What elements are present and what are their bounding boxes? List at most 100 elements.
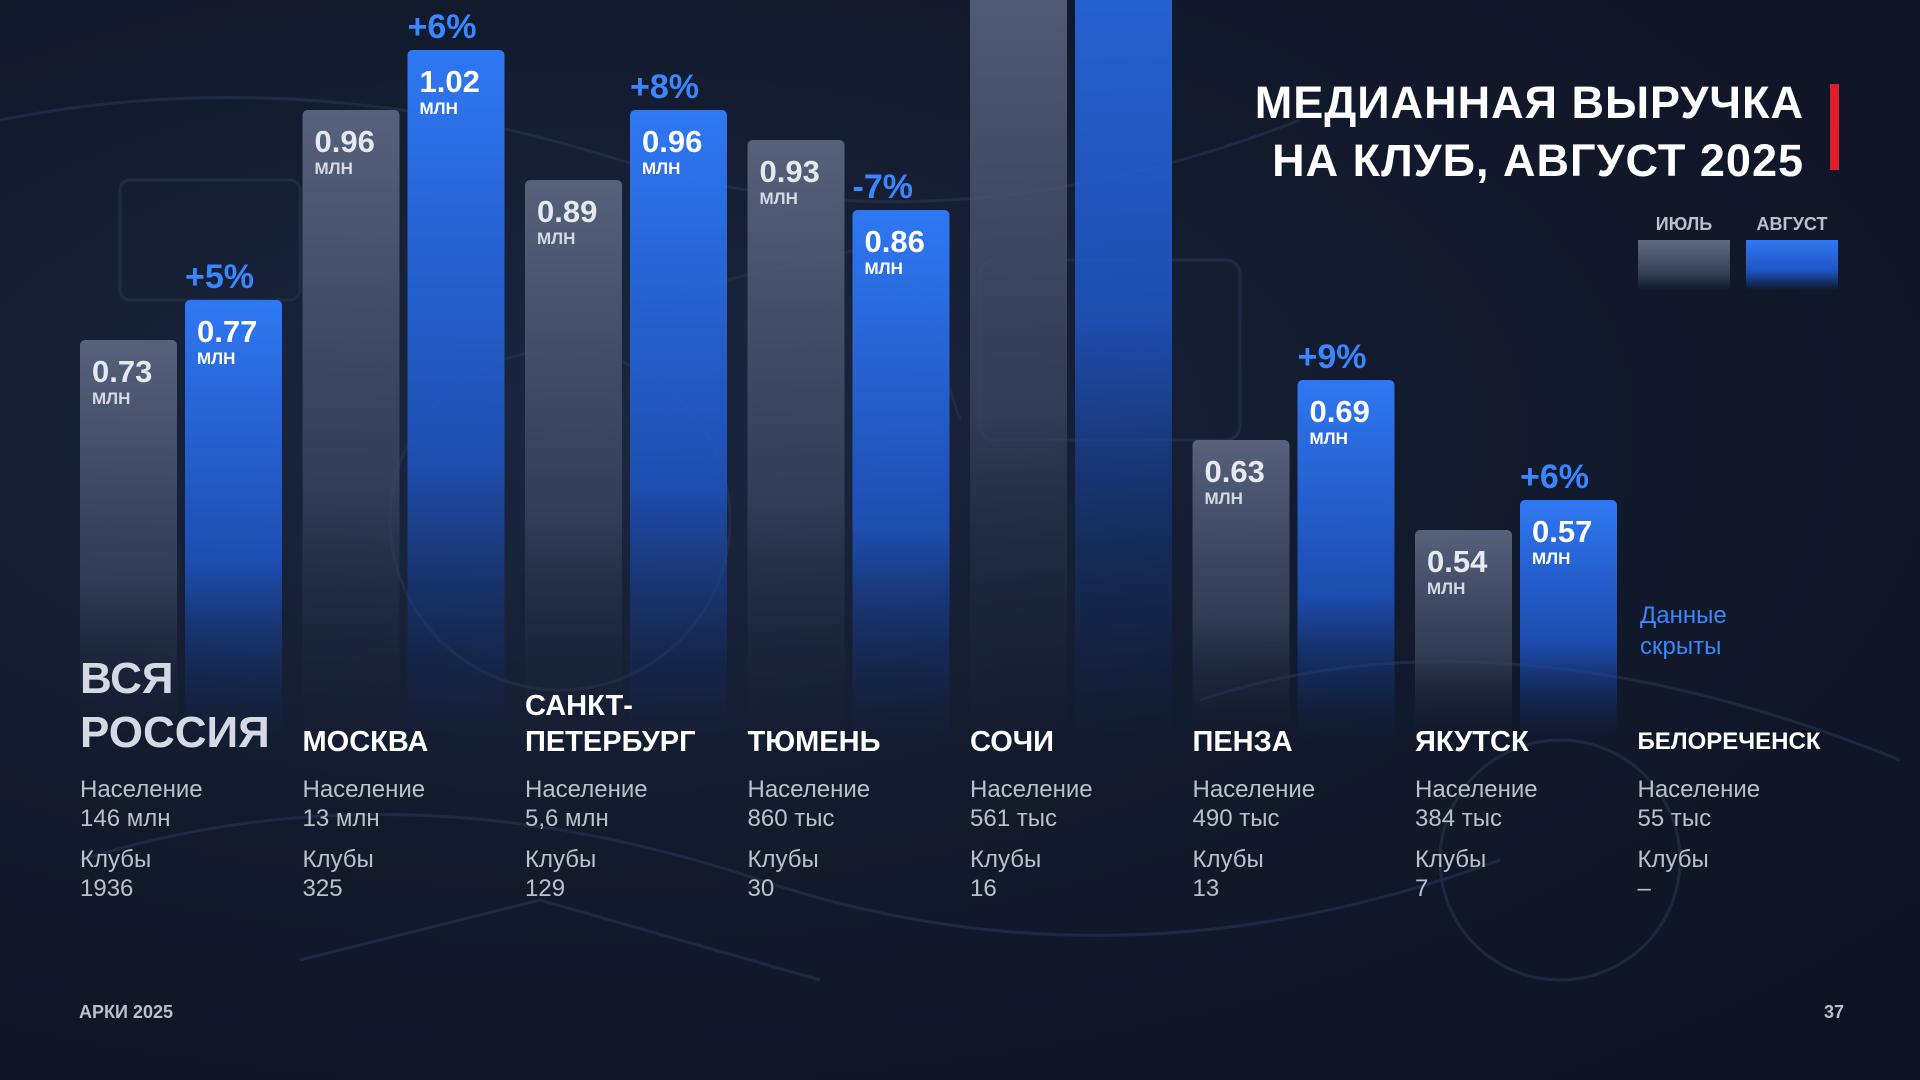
change-label-6: +6% [1520,458,1589,496]
unit-label-august-0: МЛН [197,349,235,368]
clubs-value: 30 [747,875,775,902]
value-label-august-2: 0.96 [642,124,702,159]
population-stat: Население 561 тыс [970,775,1093,833]
clubs-value: 129 [525,875,566,902]
legend-label-july: ИЮЛЬ [1655,214,1713,234]
change-label-3: -7% [853,168,913,206]
title-line-1: МЕДИАННАЯ ВЫРУЧКА [1254,77,1804,128]
bar-august-4 [1075,0,1172,740]
population-value: 561 тыс [970,805,1057,832]
value-label-july-2: 0.89 [537,194,597,229]
city-name: БЕЛОРЕЧЕНСК [1637,728,1821,755]
population-stat: Население 490 тыс [1193,775,1316,833]
hidden-data-note: Данные скрыты [1640,602,1727,660]
bar-july-1 [302,110,400,740]
city-block-1: МОСКВА [303,640,503,760]
bar-july-5 [1192,440,1290,740]
value-label-july-3: 0.93 [760,154,820,189]
clubs-label: Клубы [1415,846,1487,873]
clubs-stat: Клубы 16 [970,845,1041,903]
unit-label-august-3: МЛН [865,259,903,278]
city-block-4: СОЧИ [970,640,1170,760]
unit-label-july-2: МЛН [537,229,575,248]
population-value: 860 тыс [747,805,835,832]
value-label-july-5: 0.63 [1205,454,1265,489]
bar-july-4 [970,0,1067,740]
population-label: Население [80,776,203,803]
population-label: Население [525,776,648,803]
population-label: Население [1415,776,1538,803]
population-label: Население [970,776,1093,803]
city-name: СОЧИ [970,726,1054,758]
title-line-2: НА КЛУБ, АВГУСТ 2025 [1272,135,1804,186]
unit-label-july-1: МЛН [315,159,353,178]
change-label-0: +5% [185,258,254,296]
population-label: Население [1637,776,1761,803]
clubs-label: Клубы [302,846,374,873]
clubs-value: 16 [970,875,997,902]
value-label-july-0: 0.73 [92,354,152,389]
city-block-6: ЯКУТСК [1415,640,1615,760]
clubs-value: 13 [1192,875,1220,902]
bar-july-0 [80,340,177,740]
clubs-stat: Клубы – [1638,845,1709,903]
population-value: 55 тыс [1637,805,1712,832]
population-label: Население [302,776,426,803]
bar-august-3 [852,210,950,740]
city-block-3: ТЮМЕНЬ [748,640,948,760]
clubs-stat: Клубы 1936 [80,845,151,903]
clubs-label: Клубы [1192,846,1264,873]
clubs-value: – [1637,875,1651,902]
bar-july-6 [1415,530,1512,740]
city-name: ЯКУТСК [1415,726,1529,758]
population-stat: Население 146 млн [80,775,203,833]
legend-swatch-august [1746,240,1838,290]
bars-group: 0.73МЛН0.77МЛН+5%0.96МЛН1.02МЛН+6%0.89МЛ… [80,0,1617,740]
city-name: МОСКВА [302,726,429,758]
clubs-stat: Клубы 13 [1193,845,1264,903]
clubs-value: 7 [1415,875,1429,902]
legend-swatch-july [1638,240,1730,290]
city-name: ВСЯ РОССИЯ [80,654,270,757]
city-block-2: САНКТ- ПЕТЕРБУРГ [525,640,725,760]
unit-label-august-1: МЛН [420,99,458,118]
clubs-label: Клубы [970,846,1042,873]
clubs-stat: Клубы 129 [525,845,596,903]
city-name: ТЮМЕНЬ [747,726,881,758]
unit-label-july-5: МЛН [1205,489,1243,508]
population-stat: Население 5,6 млн [525,775,648,833]
population-label: Население [747,776,871,803]
unit-label-july-3: МЛН [760,189,798,208]
unit-label-july-0: МЛН [92,389,130,408]
legend-label-august: АВГУСТ [1756,214,1828,234]
change-label-5: +9% [1298,338,1367,376]
clubs-label: Клубы [80,846,152,873]
bar-august-0 [185,300,282,740]
clubs-value: 1936 [80,875,134,902]
bar-august-2 [630,110,727,740]
population-stat: Население 384 тыс [1415,775,1538,833]
unit-label-july-6: МЛН [1427,579,1465,598]
value-label-august-5: 0.69 [1310,394,1370,429]
city-block-0: ВСЯ РОССИЯ [80,640,280,760]
bar-august-1 [407,50,505,740]
clubs-stat: Клубы 7 [1415,845,1486,903]
bar-july-3 [747,140,845,740]
change-label-2: +8% [630,68,699,106]
population-stat: Население 13 млн [303,775,426,833]
city-block-7: БЕЛОРЕЧЕНСК [1638,640,1838,760]
clubs-label: Клубы [747,846,819,873]
population-value: 5,6 млн [525,805,609,832]
clubs-stat: Клубы 325 [303,845,374,903]
chart-title: МЕДИАННАЯ ВЫРУЧКА НА КЛУБ, АВГУСТ 2025 [1084,74,1804,190]
bar-august-5 [1297,380,1395,740]
value-label-august-6: 0.57 [1532,514,1592,549]
city-name: САНКТ- ПЕТЕРБУРГ [525,690,696,758]
population-value: 490 тыс [1192,805,1280,832]
bar-july-2 [525,180,622,740]
population-stat: Население 860 тыс [748,775,871,833]
value-label-july-6: 0.54 [1427,544,1488,579]
clubs-stat: Клубы 30 [748,845,819,903]
unit-label-august-2: МЛН [642,159,680,178]
